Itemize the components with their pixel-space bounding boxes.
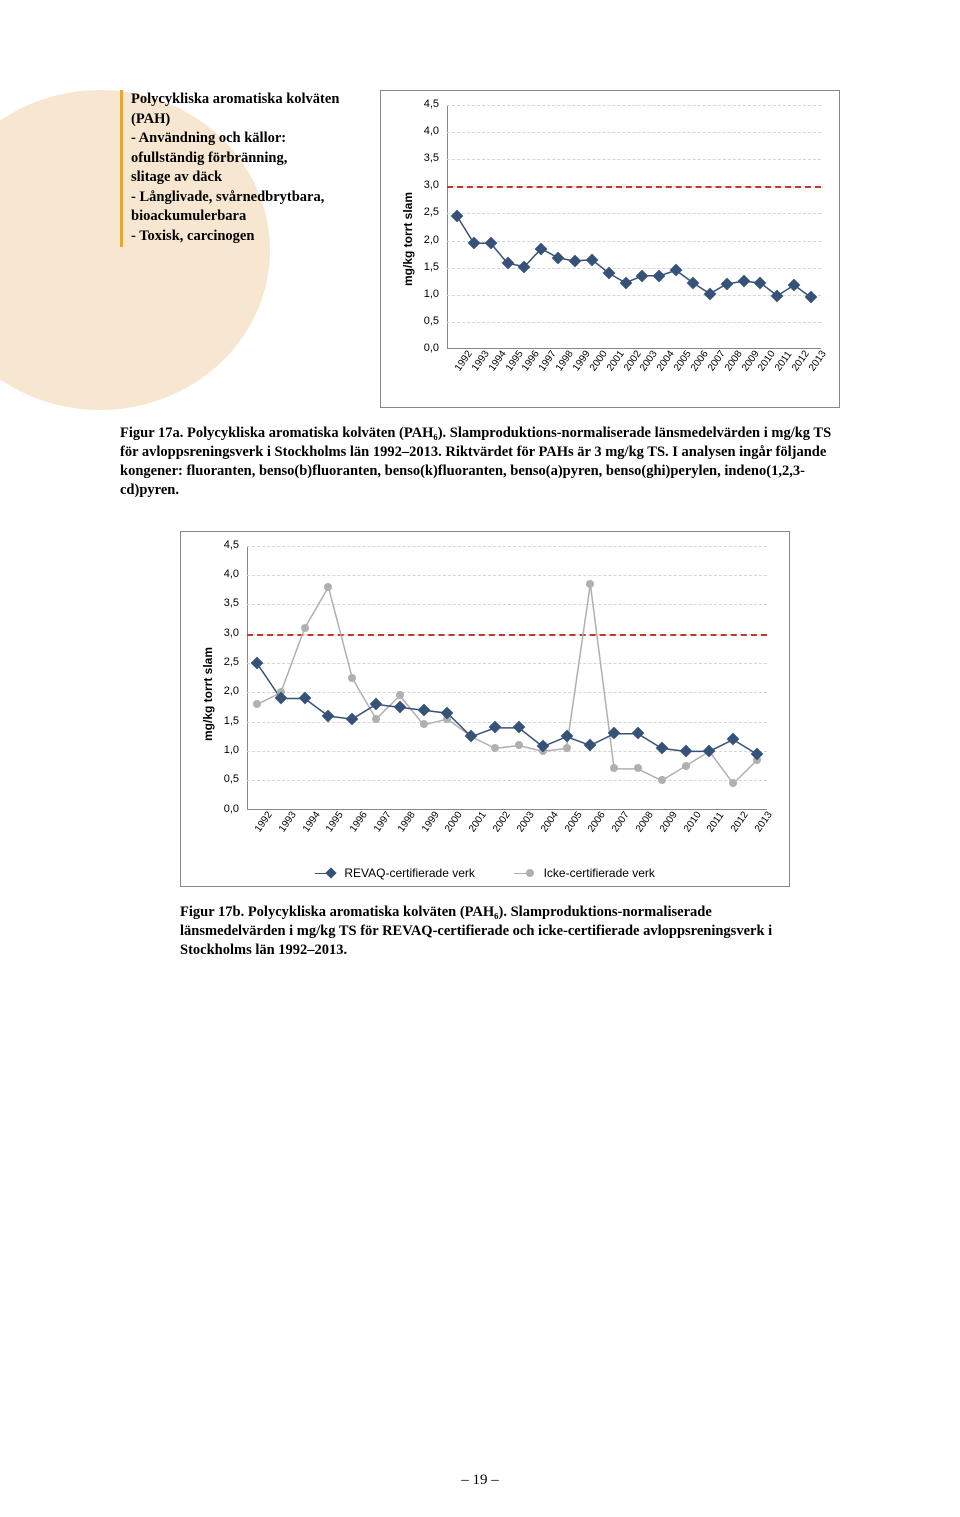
info-line: - Användning och källor: [131,129,360,149]
info-line: slitage av däck [131,168,360,188]
legend-label: Icke-certifierade verk [544,866,655,880]
chart-17b-legend: REVAQ-certifierade verk Icke-certifierad… [193,866,777,880]
info-line: bioackumulerbara [131,207,360,227]
info-line: Polycykliska aromatiska kolväten [131,90,360,110]
data-point [682,762,690,770]
data-point [348,674,356,682]
figure-17b-caption: Figur 17b. Polycykliska aromatiska kolvä… [180,903,790,960]
data-point [658,776,666,784]
data-point [372,715,380,723]
chart-17b: 0,00,51,01,52,02,53,03,54,04,51992199319… [193,542,779,862]
data-point [729,779,737,787]
info-line: (PAH) [131,110,360,130]
legend-item-revaq: REVAQ-certifierade verk [315,866,475,880]
info-line: ofullständig förbränning, [131,149,360,169]
legend-item-icke: Icke-certifierade verk [514,866,655,880]
data-point [634,764,642,772]
data-point [515,741,523,749]
data-point [586,580,594,588]
chart-17a-block: 0,00,51,01,52,02,53,03,54,04,51992199319… [380,90,845,408]
chart-17b-block: 0,00,51,01,52,02,53,03,54,04,51992199319… [180,531,845,887]
data-point [253,700,261,708]
data-point [491,744,499,752]
info-line: - Toxisk, carcinogen [131,227,360,247]
data-point [396,691,404,699]
substance-info-box: Polycykliska aromatiska kolväten (PAH) -… [120,90,360,247]
page-number: – 19 – [0,1472,960,1489]
legend-label: REVAQ-certifierade verk [344,866,474,880]
info-line: - Långlivade, svårnedbrytbara, [131,188,360,208]
data-point [420,720,428,728]
figure-17a-caption: Figur 17a. Polycykliska aromatiska kolvä… [120,424,845,501]
data-point [301,624,309,632]
data-point [324,583,332,591]
data-point [610,764,618,772]
data-point [563,744,571,752]
chart-17a: 0,00,51,01,52,02,53,03,54,04,51992199319… [393,101,831,401]
